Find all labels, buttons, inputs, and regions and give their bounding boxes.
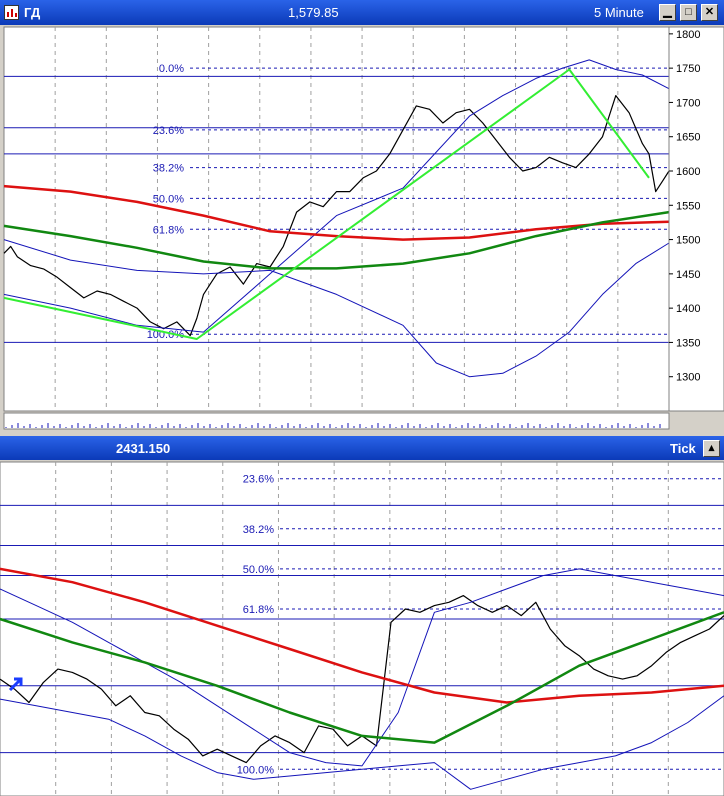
y-tick-label: 1400	[676, 303, 700, 315]
y-tick-label: 1450	[676, 269, 700, 281]
chart-window-2-titlebar[interactable]: 2431.150 Tick ▴	[0, 436, 724, 460]
scroll-up-icon[interactable]: ▴	[703, 440, 720, 457]
fib-level-label: 23.6%	[153, 125, 184, 137]
close-icon[interactable]: ✕	[701, 4, 718, 21]
y-tick-label: 1600	[676, 166, 700, 178]
series-red-ma	[3, 184, 670, 241]
plot-area	[0, 461, 724, 796]
y-tick-label: 1700	[676, 97, 700, 109]
series-green-ma	[0, 611, 724, 744]
fib-level-label: 100.0%	[147, 329, 185, 341]
y-tick-label: 1750	[676, 63, 700, 75]
fib-level-label: 38.2%	[243, 524, 274, 536]
series-lower-band	[0, 695, 724, 790]
fib-level-label: 100.0%	[237, 764, 275, 776]
price-chart-1[interactable]: 0.0% 23.6% 38.2% 50.0% 61.8% 100.0% 1300 1350 14…	[0, 25, 724, 436]
series-green-ma	[3, 210, 670, 270]
price-chart-2[interactable]: 23.6% 38.2% 50.0% 61.8% 100.0%	[0, 460, 724, 796]
series-red-ma	[0, 567, 724, 704]
series-price	[3, 94, 670, 337]
y-tick-label: 1300	[676, 372, 700, 384]
series-zigzag	[3, 68, 650, 340]
fib-level-label: 23.6%	[243, 474, 274, 486]
fib-level-label: 38.2%	[153, 163, 184, 175]
volume-strip	[3, 412, 670, 430]
fib-level-label: 0.0%	[159, 63, 184, 75]
interval-label-2: Tick	[670, 441, 696, 456]
fib-level-label: 61.8%	[243, 604, 274, 616]
interval-label: 5 Minute	[594, 5, 644, 20]
series-upper-band	[0, 568, 724, 767]
arrow-marker-icon	[8, 677, 23, 692]
y-tick-label: 1500	[676, 235, 700, 247]
symbol-label: ГД	[24, 5, 41, 20]
y-axis-area	[668, 26, 724, 412]
y-tick-label: 1350	[676, 337, 700, 349]
y-tick-label: 1650	[676, 132, 700, 144]
fib-level-label: 50.0%	[153, 193, 184, 205]
fib-level-label: 61.8%	[153, 224, 184, 236]
plot-area	[3, 26, 670, 412]
fib-level-label: 50.0%	[243, 564, 274, 576]
app-icon[interactable]	[4, 5, 19, 20]
y-tick-label: 1550	[676, 200, 700, 212]
value-label: 2431.150	[116, 441, 171, 456]
chart-window-1-titlebar[interactable]: ГД 1,579.85 5 Minute ▁ □ ✕	[0, 0, 724, 25]
series-upper-band	[3, 59, 670, 333]
series-lower-band	[3, 239, 670, 378]
maximize-icon[interactable]: □	[680, 4, 697, 21]
minimize-icon[interactable]: ▁	[659, 4, 676, 21]
price-label: 1,579.85	[288, 5, 339, 20]
y-tick-label: 1800	[676, 29, 700, 41]
